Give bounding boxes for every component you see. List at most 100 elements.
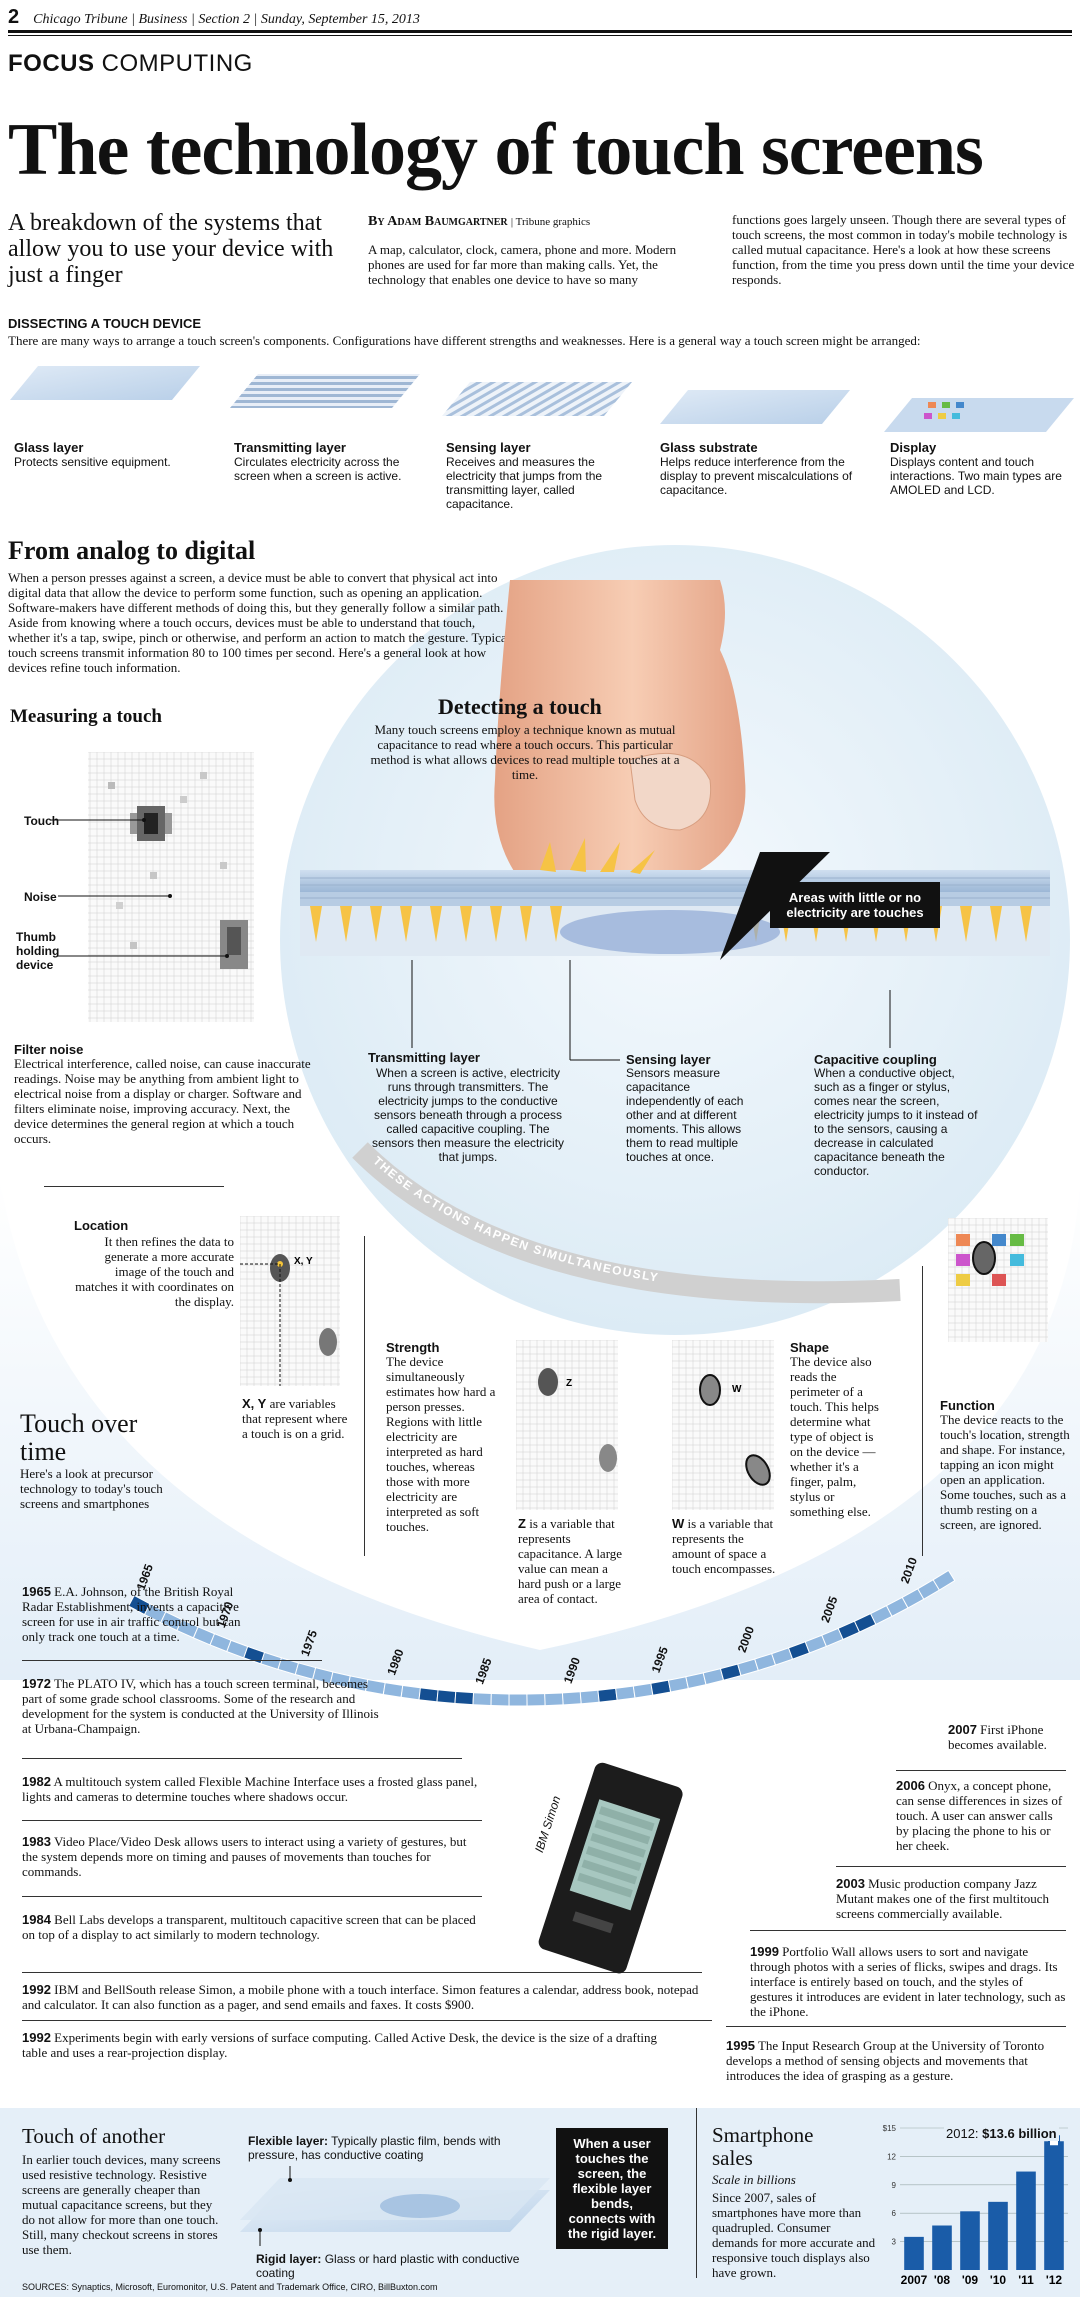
event-1984: 1984 Bell Labs develops a transparent, m… xyxy=(22,1912,482,1942)
event-text: Music production company Jazz Mutant mak… xyxy=(836,1876,1050,1921)
event-text: IBM and BellSouth release Simon, a mobil… xyxy=(22,1982,699,2012)
event-text: The Input Research Group at the Universi… xyxy=(726,2038,1045,2083)
timeline-year-box xyxy=(490,1693,510,1707)
flex-text: Typically plastic film, bends with press… xyxy=(248,2134,501,2162)
timeline-year-box xyxy=(454,1690,475,1706)
glass-substrate-shape xyxy=(660,390,850,424)
event-rule xyxy=(22,1820,482,1821)
w-bold: W xyxy=(672,1516,685,1531)
z-bold: Z xyxy=(518,1516,526,1531)
w-text: is a variable that represents the amount… xyxy=(672,1516,776,1576)
layer-desc: Helps reduce interference from the displ… xyxy=(660,455,853,497)
w-grid-label: W xyxy=(732,1384,742,1395)
chart-ytick-label: 3 xyxy=(892,2238,897,2247)
timeline-year-box xyxy=(418,1687,439,1703)
layer-name: Transmitting layer xyxy=(234,440,346,455)
event-text: Portfolio Wall allows users to sort and … xyxy=(750,1944,1066,2019)
event-rule xyxy=(750,1930,1066,1931)
simultaneous-arc: THESE ACTIONS HAPPEN SIMULTANEOUSLY xyxy=(352,1142,901,1304)
event-rule xyxy=(896,1770,1066,1771)
measuring-grid xyxy=(50,752,254,1022)
event-rule xyxy=(836,1866,1066,1867)
function-rule xyxy=(922,1266,923,1556)
timeline-year-label: 1980 xyxy=(384,1647,406,1677)
page-number: 2 xyxy=(8,6,20,28)
event-rule xyxy=(726,2026,1066,2027)
strength-title: Strength xyxy=(386,1340,440,1355)
xy-grid-label: X, Y xyxy=(294,1256,313,1267)
event-text: Video Place/Video Desk allows users to i… xyxy=(22,1834,467,1879)
event-year: 1982 xyxy=(22,1774,51,1789)
timeline-year-box xyxy=(615,1685,636,1701)
event-year: 1965 xyxy=(22,1584,51,1599)
sales-callout: 2012: $13.6 billion xyxy=(944,2126,1059,2141)
layer-illustrations xyxy=(10,366,1074,432)
strength-text: The device simultaneously estimates how … xyxy=(386,1354,496,1534)
timeline-year-box xyxy=(702,1668,725,1686)
chart-bar xyxy=(1016,2171,1036,2270)
layer-card-substrate: Glass substrate Helps reduce interferenc… xyxy=(660,440,870,497)
detecting-text: Many touch screens employ a technique kn… xyxy=(370,722,680,782)
section-header: FOCUS COMPUTING xyxy=(8,50,253,78)
flex-layer-note: Flexible layer: Typically plastic film, … xyxy=(248,2134,548,2162)
event-1965: 1965 E.A. Johnson, of the British Royal … xyxy=(22,1584,262,1644)
rigid-text: Glass or hard plastic with conductive co… xyxy=(256,2252,520,2280)
timeline-text: Here's a look at precursor technology to… xyxy=(20,1466,163,1511)
transmitting-title: Transmitting layer xyxy=(368,1050,480,1065)
section-topic: COMPUTING xyxy=(101,50,253,77)
deck: A breakdown of the systems that allow yo… xyxy=(8,210,334,288)
flex-bold: Flexible layer: xyxy=(248,2134,329,2148)
layer-desc: Displays content and touch interactions.… xyxy=(890,455,1062,497)
timeline-year-label: 2010 xyxy=(898,1555,920,1585)
touch-label: Touch xyxy=(24,814,60,828)
bottom-divider xyxy=(696,2108,697,2278)
chart-bar xyxy=(988,2201,1008,2270)
timeline-year-label: 1995 xyxy=(649,1645,671,1675)
sales-chart: 2007 '08 '09 '10 '11 '12 3 6 9 12 $15 xyxy=(883,2124,1068,2287)
chart-ytick-label: $15 xyxy=(883,2124,897,2133)
measuring-title: Measuring a touch xyxy=(10,706,162,727)
headline: The technology of touch screens xyxy=(8,109,984,191)
layer-card-glass: Glass layer Protects sensitive equipment… xyxy=(14,440,214,469)
event-text: Bell Labs develops a transparent, multit… xyxy=(22,1912,476,1942)
chart-xtick-label: '08 xyxy=(934,2273,951,2287)
event-1995: 1995 The Input Research Group at the Uni… xyxy=(726,2038,1066,2083)
event-rule xyxy=(22,1972,702,1973)
timeline-year-label: 2000 xyxy=(735,1624,757,1654)
event-2003: 2003 Music production company Jazz Mutan… xyxy=(836,1876,1066,1921)
event-text: E.A. Johnson, of the British Royal Radar… xyxy=(22,1584,241,1644)
chart-xtick-label: '10 xyxy=(990,2273,1007,2287)
intro-col-1: A map, calculator, clock, camera, phone … xyxy=(368,242,677,287)
chart-bar xyxy=(904,2236,924,2270)
timeline-year-box xyxy=(597,1687,618,1703)
timeline-year-box xyxy=(632,1682,654,1699)
location-text: It then refines the data to generate a m… xyxy=(75,1234,234,1309)
layer-name: Display xyxy=(890,440,937,455)
event-2006: 2006 Onyx, a concept phone, can sense di… xyxy=(896,1778,1066,1853)
layer-name: Glass layer xyxy=(14,440,84,455)
chart-xtick-label: '12 xyxy=(1046,2273,1063,2287)
chart-bar xyxy=(1044,2141,1064,2270)
z-text: is a variable that represents capacitanc… xyxy=(518,1516,623,1606)
event-1982: 1982 A multitouch system called Flexible… xyxy=(22,1774,482,1804)
sales-title: Smartphone sales xyxy=(712,2123,814,2170)
simon-phone-illustration xyxy=(538,1762,683,1974)
event-rule xyxy=(22,1896,482,1897)
event-text: Onyx, a concept phone, can sense differe… xyxy=(896,1778,1063,1853)
thumb-label: Thumb holding device xyxy=(16,930,60,972)
timeline-year-box xyxy=(526,1693,546,1707)
coupling-text: When a conductive object, such as a fing… xyxy=(814,1066,978,1178)
sales-callout-value: $13.6 billion xyxy=(982,2126,1057,2141)
event-year: 1983 xyxy=(22,1834,51,1849)
xy-text: are variables that represent where a tou… xyxy=(242,1396,348,1441)
z-grid-label: Z xyxy=(566,1378,572,1389)
event-rule xyxy=(22,1758,462,1759)
sensing-title: Sensing layer xyxy=(626,1052,711,1067)
location-rule xyxy=(44,1186,224,1187)
z-note: Z is a variable that represents capacita… xyxy=(518,1516,628,1606)
folio: 2 Chicago Tribune | Business | Section 2 … xyxy=(8,6,420,29)
location-title: Location xyxy=(74,1218,129,1233)
sources: SOURCES: Synaptics, Microsoft, Euromonit… xyxy=(22,2282,438,2292)
bottom-band xyxy=(0,2108,1080,2297)
